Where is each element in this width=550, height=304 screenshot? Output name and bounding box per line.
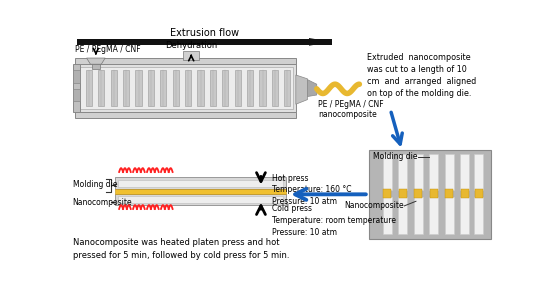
Bar [92, 64, 100, 69]
Bar [460, 154, 470, 191]
Bar [414, 189, 422, 198]
Polygon shape [98, 70, 105, 106]
Text: Molding die: Molding die [373, 152, 417, 161]
Bar [399, 189, 406, 198]
Text: Hot press
Temperature: 160 °C
Pressure: 10 atm: Hot press Temperature: 160 °C Pressure: … [272, 174, 351, 206]
Bar [474, 197, 483, 233]
Bar [383, 197, 392, 233]
Polygon shape [296, 75, 307, 104]
Text: Cold press
Temperature: room temperature
Pressure: 10 atm: Cold press Temperature: room temperature… [272, 204, 396, 237]
Polygon shape [260, 70, 266, 106]
Polygon shape [111, 70, 117, 106]
Bar [446, 189, 453, 198]
Polygon shape [160, 70, 167, 106]
Polygon shape [185, 70, 191, 106]
Bar [383, 189, 391, 198]
Text: PE / PEgMA / CNF
nanocomposite: PE / PEgMA / CNF nanocomposite [318, 100, 384, 119]
Polygon shape [222, 70, 228, 106]
Text: Dehydration: Dehydration [165, 40, 217, 50]
Polygon shape [86, 70, 92, 106]
Bar [116, 178, 286, 189]
Text: Nanocomposite was heated platen press and hot
pressed for 5 min, followed by col: Nanocomposite was heated platen press an… [73, 238, 289, 260]
Text: Nanocomposite: Nanocomposite [344, 201, 404, 210]
Bar [118, 180, 283, 187]
Bar [75, 64, 296, 112]
Bar [429, 154, 438, 191]
Bar [118, 196, 283, 203]
Polygon shape [123, 70, 129, 106]
Bar [414, 197, 423, 233]
Polygon shape [307, 80, 317, 97]
Text: PE / PEgMA / CNF: PE / PEgMA / CNF [75, 45, 141, 54]
Bar [73, 89, 80, 101]
Bar [474, 154, 483, 191]
Bar [184, 51, 199, 60]
Bar [444, 154, 454, 191]
Bar [398, 154, 408, 191]
Bar [429, 197, 438, 233]
Polygon shape [284, 70, 290, 106]
Polygon shape [210, 70, 216, 106]
Text: Molding die: Molding die [73, 180, 117, 189]
Text: Extrusion flow: Extrusion flow [170, 28, 239, 38]
Bar [80, 67, 293, 109]
Bar [75, 58, 296, 64]
Polygon shape [173, 70, 179, 106]
Bar [75, 112, 296, 118]
Text: Extruded  nanocomposite
was cut to a length of 10
cm  and  arranged  aligned
on : Extruded nanocomposite was cut to a leng… [367, 54, 476, 98]
Polygon shape [86, 58, 105, 64]
Polygon shape [272, 70, 278, 106]
Polygon shape [235, 70, 241, 106]
Text: Nanocomposite: Nanocomposite [73, 198, 132, 206]
Bar [73, 64, 80, 112]
Bar [116, 189, 286, 194]
Bar [461, 189, 469, 198]
Polygon shape [247, 70, 253, 106]
Polygon shape [197, 70, 204, 106]
Bar [475, 189, 482, 198]
Bar [444, 197, 454, 233]
Bar [430, 189, 438, 198]
Polygon shape [148, 70, 154, 106]
Bar [460, 197, 470, 233]
Bar [116, 194, 286, 205]
Bar [76, 39, 332, 45]
Polygon shape [135, 70, 141, 106]
Bar [73, 70, 80, 83]
Bar [414, 154, 423, 191]
Bar [370, 150, 491, 239]
Bar [383, 154, 392, 191]
Bar [398, 197, 408, 233]
Polygon shape [309, 38, 332, 46]
